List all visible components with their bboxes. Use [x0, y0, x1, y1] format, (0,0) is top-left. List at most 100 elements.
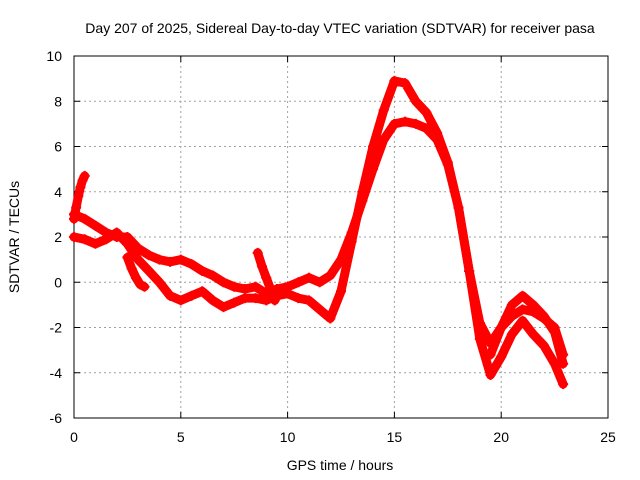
data-point: [261, 295, 272, 306]
data-point: [314, 277, 325, 288]
data-point: [69, 213, 79, 224]
x-tick-label: 5: [177, 429, 185, 445]
data-point: [256, 261, 267, 272]
data-point: [111, 227, 122, 238]
data-point: [517, 315, 528, 326]
data-point: [517, 290, 528, 301]
data-point: [77, 175, 88, 186]
data-point: [229, 297, 240, 308]
data-point: [154, 254, 165, 265]
series-track-A: [69, 116, 569, 360]
data-point: [250, 293, 261, 304]
x-tick-label: 0: [70, 429, 78, 445]
data-point: [357, 186, 368, 197]
data-point: [528, 329, 539, 340]
data-point: [133, 254, 144, 265]
series-track-D: [122, 252, 150, 292]
data-point: [218, 302, 229, 313]
series-track-F: [485, 290, 569, 369]
data-point: [506, 299, 517, 310]
x-axis-label: GPS time / hours: [287, 457, 394, 473]
data-point: [79, 234, 90, 245]
data-point: [126, 263, 137, 274]
data-point: [165, 290, 176, 301]
data-point: [558, 379, 569, 390]
x-tick-label: 20: [493, 429, 509, 445]
data-point: [528, 299, 539, 310]
series-line: [69, 117, 568, 360]
data-point: [175, 295, 186, 306]
data-point: [496, 351, 507, 362]
data-point: [69, 232, 79, 242]
data-point: [79, 170, 90, 181]
y-tick-label: 10: [46, 48, 62, 64]
data-series: [69, 75, 569, 390]
data-point: [175, 254, 186, 265]
data-point: [261, 272, 272, 283]
data-point: [558, 358, 569, 369]
data-point: [485, 370, 496, 381]
data-point: [122, 252, 133, 263]
data-point: [400, 116, 411, 127]
data-point: [378, 134, 389, 145]
data-point: [282, 288, 293, 299]
data-point: [90, 238, 101, 249]
y-tick-label: -6: [50, 410, 63, 426]
data-point: [400, 78, 411, 89]
data-point: [293, 277, 304, 288]
data-point: [197, 265, 208, 276]
data-point: [239, 284, 250, 295]
grid-lines: [73, 55, 609, 419]
data-point: [442, 157, 453, 168]
series-line: [486, 291, 568, 369]
data-point: [239, 293, 250, 304]
data-point: [269, 295, 280, 306]
data-point: [250, 281, 261, 292]
data-point: [218, 277, 229, 288]
data-point: [410, 96, 421, 107]
data-point: [538, 340, 549, 351]
data-point: [101, 234, 112, 245]
data-point: [517, 304, 528, 315]
y-tick-label: 4: [54, 184, 62, 200]
data-point: [265, 284, 276, 295]
x-tick-label: 15: [387, 429, 403, 445]
data-point: [252, 247, 263, 258]
data-point: [325, 270, 336, 281]
data-point: [303, 272, 314, 283]
y-tick-label: -4: [50, 365, 63, 381]
data-point: [186, 259, 197, 270]
data-point: [346, 236, 357, 247]
data-point: [549, 327, 560, 338]
data-point: [130, 272, 141, 283]
data-point: [207, 295, 218, 306]
y-tick-label: 2: [54, 229, 62, 245]
data-point: [90, 220, 101, 231]
data-point: [549, 358, 560, 369]
y-axis-label: SDTVAR / TECUs: [6, 181, 22, 293]
data-point: [154, 277, 165, 288]
data-point: [79, 213, 90, 224]
data-point: [186, 290, 197, 301]
data-point: [325, 313, 336, 324]
data-point: [336, 286, 346, 297]
chart-title: Day 207 of 2025, Sidereal Day-to-day VTE…: [85, 20, 595, 36]
data-point: [197, 286, 208, 297]
y-tick-label: 6: [54, 139, 62, 155]
data-point: [314, 304, 325, 315]
data-point: [165, 256, 176, 267]
y-tick-label: -2: [50, 320, 63, 336]
data-point: [207, 270, 218, 281]
data-point: [73, 191, 84, 202]
data-point: [71, 202, 82, 213]
data-point: [432, 127, 443, 138]
x-tick-label: 25: [600, 429, 616, 445]
data-point: [75, 182, 86, 193]
data-point: [506, 329, 517, 340]
data-point: [389, 75, 400, 86]
data-point: [229, 281, 240, 292]
data-point: [368, 141, 379, 152]
y-tick-label: 8: [54, 93, 62, 109]
data-point: [293, 293, 304, 304]
series-track-B: [69, 75, 569, 390]
